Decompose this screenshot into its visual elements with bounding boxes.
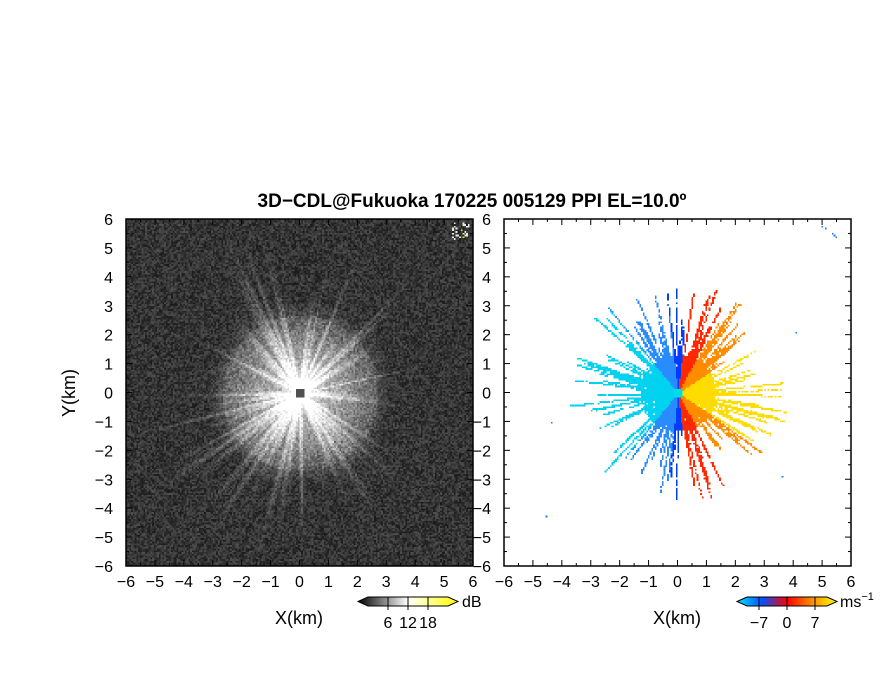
y-tick-label: −2 (473, 443, 491, 460)
chart-title: 3D−CDL@Fukuoka 170225 005129 PPI EL=10.0… (258, 191, 687, 212)
x-tick-label: −1 (639, 574, 657, 591)
y-tick-label: −5 (473, 530, 491, 547)
x-tick-label: −5 (146, 574, 164, 591)
x-tick-label: 3 (760, 574, 769, 591)
x-tick-label: −1 (261, 574, 279, 591)
x-tick-label: 3 (382, 574, 391, 591)
x-tick-label: −2 (611, 574, 629, 591)
x-tick-label: −5 (524, 574, 542, 591)
y-tick-label: 5 (482, 241, 491, 258)
y-tick-label: 2 (104, 328, 113, 345)
y-tick-label: 3 (104, 299, 113, 316)
y-tick-label: 4 (482, 270, 491, 287)
y-tick-label: 1 (482, 357, 491, 374)
colorbar-tick-label: 18 (419, 615, 437, 632)
colorbar-left-ticks: 6 12 18 (384, 597, 437, 632)
x-tick-label: 2 (731, 574, 740, 591)
y-tick-label: −1 (473, 414, 491, 431)
y-tick-label: 4 (104, 270, 113, 287)
x-axis-label-left: X(km) (275, 608, 323, 628)
x-tick-label: −4 (175, 574, 193, 591)
colorbar-tick-label: −7 (750, 615, 768, 632)
y-axis-label: Y(km) (59, 369, 79, 417)
y-tick-label: 5 (104, 241, 113, 258)
x-axis-label-right: X(km) (653, 608, 701, 628)
x-tick-label: −6 (117, 574, 135, 591)
y-tick-label: 6 (104, 212, 113, 229)
colorbar-tick-label: 12 (399, 615, 417, 632)
colorbar-tick-label: 0 (783, 615, 792, 632)
x-tick-label: 2 (353, 574, 362, 591)
ticks-right: −6 −5 −4 −3 −2 −1 0 1 2 3 4 5 6 −6 −5 −4 −3 −2 −1 0 1 2 3 4 5 6 (473, 212, 856, 591)
velocity-image (504, 219, 851, 566)
x-tick-label: 0 (295, 574, 304, 591)
y-tick-label: −1 (95, 414, 113, 431)
x-tick-label: −4 (553, 574, 571, 591)
colorbar-tick-label: 7 (811, 615, 820, 632)
y-tick-label: −6 (95, 559, 113, 576)
colorbar-reflectivity: 6 12 18 dB (356, 594, 482, 632)
y-tick-label: −6 (473, 559, 491, 576)
y-tick-label: 0 (104, 386, 113, 403)
colorbar-right-unit: ms−1 (840, 591, 874, 611)
x-tick-label: −3 (204, 574, 222, 591)
panel-reflectivity: −6 −5 −4 −3 −2 −1 0 1 2 3 4 5 6 −6 −5 −4 −3 −2 −1 0 1 2 3 4 5 6 Y… (59, 212, 478, 628)
y-tick-label: 1 (104, 357, 113, 374)
x-tick-label: −6 (495, 574, 513, 591)
x-tick-label: 4 (411, 574, 420, 591)
x-tick-label: 1 (324, 574, 333, 591)
ticks-left: −6 −5 −4 −3 −2 −1 0 1 2 3 4 5 6 −6 −5 −4 −3 −2 −1 0 1 2 3 4 5 6 (95, 212, 478, 591)
y-tick-label: −4 (473, 501, 491, 518)
x-tick-label: −2 (233, 574, 251, 591)
y-tick-label: −3 (473, 472, 491, 489)
x-tick-label: 0 (673, 574, 682, 591)
reflectivity-image (126, 219, 473, 566)
panel-velocity: −6 −5 −4 −3 −2 −1 0 1 2 3 4 5 6 −6 −5 −4 −3 −2 −1 0 1 2 3 4 5 6 X… (473, 212, 856, 628)
x-tick-label: 5 (440, 574, 449, 591)
x-tick-label: 1 (702, 574, 711, 591)
y-tick-label: 2 (482, 328, 491, 345)
y-tick-label: −3 (95, 472, 113, 489)
y-tick-label: 6 (482, 212, 491, 229)
x-tick-label: 5 (818, 574, 827, 591)
colorbar-velocity: −7 0 7 ms−1 (735, 591, 874, 632)
x-tick-label: 6 (847, 574, 856, 591)
x-tick-label: 6 (469, 574, 478, 591)
x-tick-label: 4 (789, 574, 798, 591)
colorbar-right-ticks: −7 0 7 (750, 597, 820, 632)
colorbar-left-unit: dB (462, 594, 482, 611)
y-tick-label: −2 (95, 443, 113, 460)
y-tick-label: 0 (482, 386, 491, 403)
y-tick-label: −5 (95, 530, 113, 547)
colorbar-tick-label: 6 (384, 615, 393, 632)
y-tick-label: 3 (482, 299, 491, 316)
x-tick-label: −3 (582, 574, 600, 591)
y-tick-label: −4 (95, 501, 113, 518)
